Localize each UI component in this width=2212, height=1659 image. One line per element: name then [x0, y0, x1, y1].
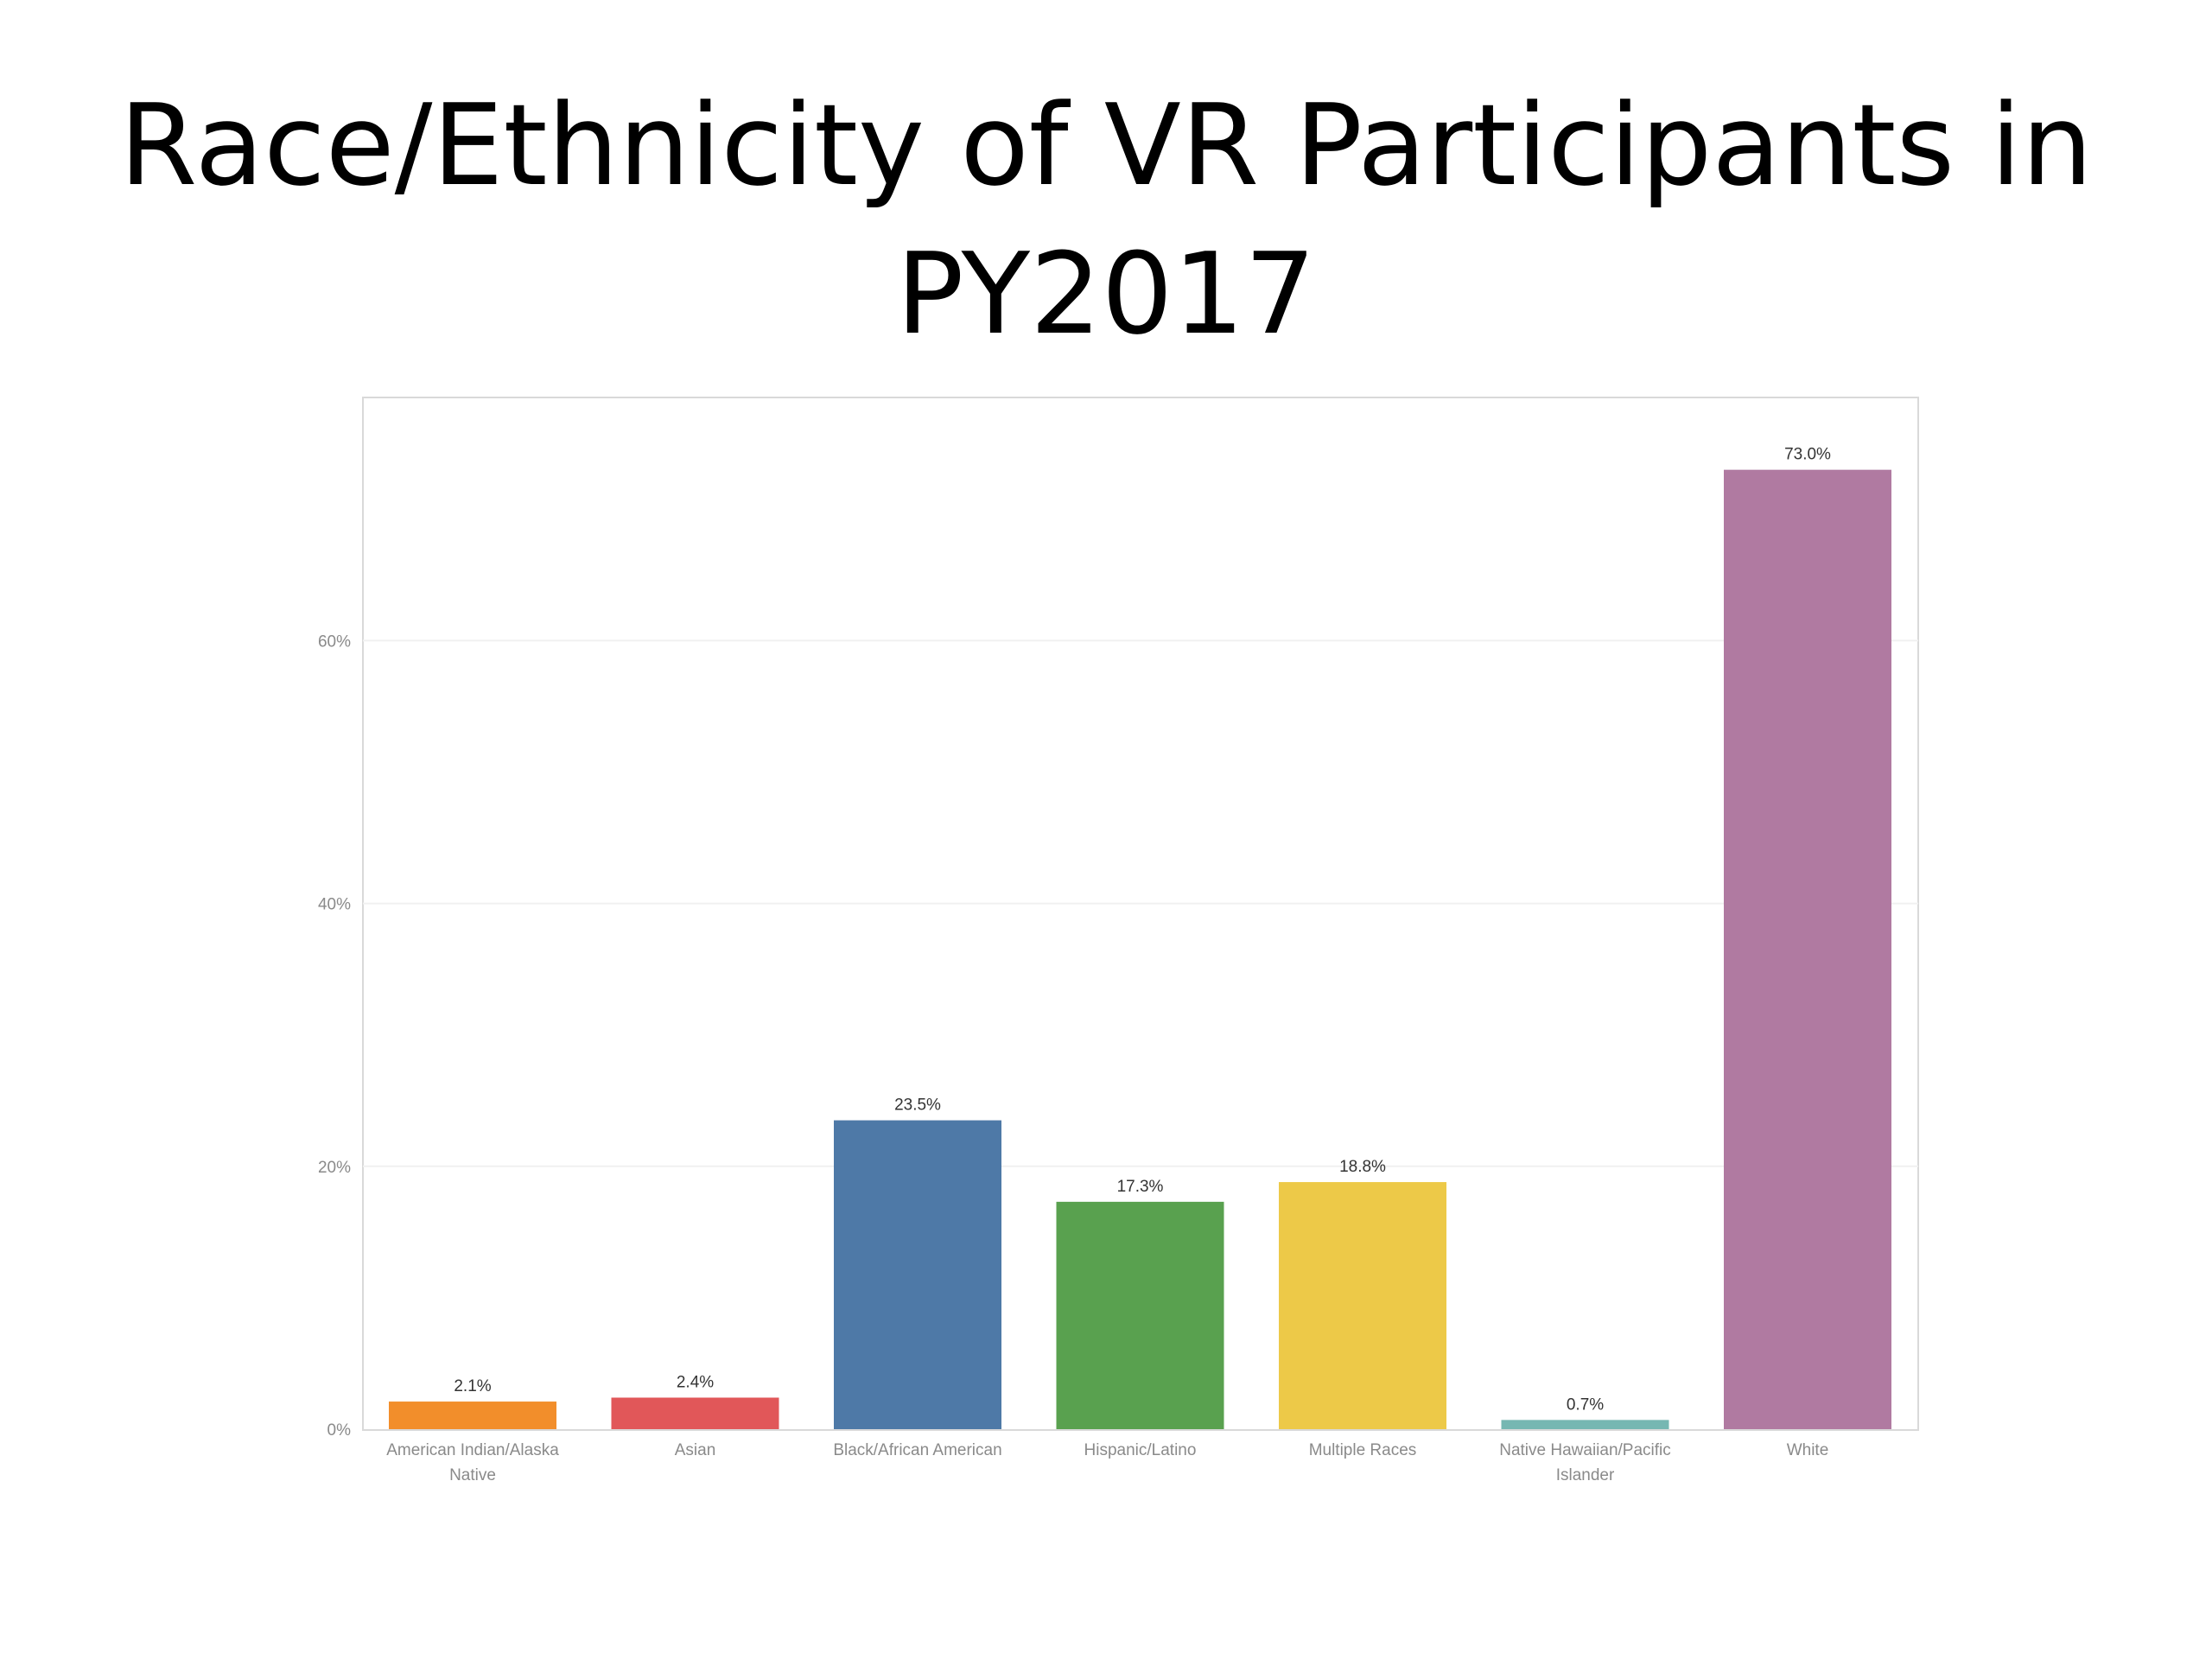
y-tick-label: 20% [318, 1159, 351, 1177]
bar [389, 1402, 556, 1429]
category-label: American Indian/Alaska [386, 1441, 559, 1459]
y-tick-label: 60% [318, 632, 351, 651]
x-axis-categories: American Indian/Alaska Native Asian Black/A… [386, 1441, 1828, 1484]
plot-frame [362, 397, 1919, 1431]
data-label: 17.3% [1117, 1178, 1164, 1196]
data-label: 2.4% [677, 1373, 714, 1391]
slide-title-line-2: PY2017 [896, 228, 1316, 359]
data-labels: 2.1% 2.4% 23.5% 17.3% 18.8% 0.7% 73.0% [454, 446, 1831, 1414]
category-label: White [1787, 1441, 1829, 1459]
bars [389, 469, 1891, 1430]
data-label: 73.0% [1784, 446, 1831, 464]
slide-title-line-1: Race/Ethnicity of VR Participants in [119, 79, 2093, 211]
y-tick-label: 0% [327, 1421, 352, 1440]
slide-title: Race/Ethnicity of VR Participants in PY2… [0, 71, 2212, 368]
bar [1056, 1201, 1224, 1429]
data-label: 2.1% [454, 1377, 491, 1395]
category-label: Native Hawaiian/Pacific [1499, 1441, 1671, 1459]
bar [1724, 469, 1891, 1430]
category-label: Islander [1556, 1466, 1615, 1484]
category-label: Multiple Races [1309, 1441, 1417, 1459]
category-label: Hispanic/Latino [1084, 1441, 1197, 1459]
bar [611, 1397, 779, 1429]
bar [1279, 1182, 1446, 1429]
category-label: Black/African American [833, 1441, 1001, 1459]
bar [834, 1120, 1001, 1429]
category-label: Asian [675, 1441, 716, 1459]
y-axis-ticks: 0% 20% 40% 60% [318, 632, 351, 1440]
data-label: 23.5% [894, 1096, 941, 1115]
data-label: 18.8% [1339, 1158, 1386, 1176]
grid-lines [363, 639, 1918, 1167]
y-tick-label: 40% [318, 896, 351, 914]
category-label: Native [449, 1466, 496, 1484]
bar [1501, 1420, 1669, 1429]
data-label: 0.7% [1567, 1395, 1604, 1414]
